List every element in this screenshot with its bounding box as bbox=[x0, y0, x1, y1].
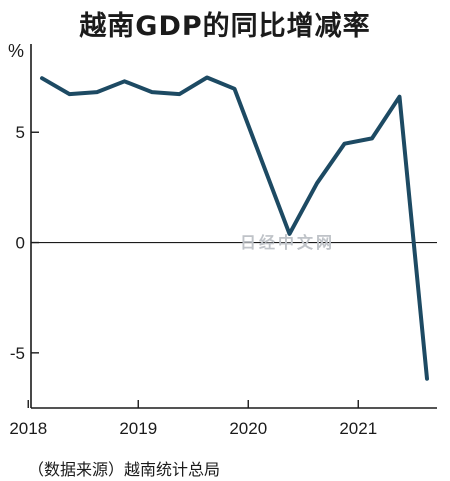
y-tick-label: -5 bbox=[10, 344, 25, 363]
x-tick-label: 2019 bbox=[119, 419, 157, 438]
y-tick-label: 0 bbox=[16, 234, 25, 253]
watermark: 日经中文网 bbox=[240, 233, 336, 252]
chart-marks bbox=[40, 75, 429, 381]
y-axis-unit: % bbox=[8, 41, 24, 61]
source-note: （数据来源）越南统计总局 bbox=[28, 460, 221, 479]
series-line bbox=[40, 75, 429, 381]
x-tick-label: 2021 bbox=[339, 419, 377, 438]
y-tick-label: 5 bbox=[16, 123, 25, 142]
x-tick-label: 2018 bbox=[9, 419, 47, 438]
x-tick-label: 2020 bbox=[229, 419, 267, 438]
chart-title: 越南GDP的同比增减率 bbox=[79, 11, 371, 42]
axes: % 5 0 -5 2018 2019 2020 2021 bbox=[8, 41, 437, 438]
